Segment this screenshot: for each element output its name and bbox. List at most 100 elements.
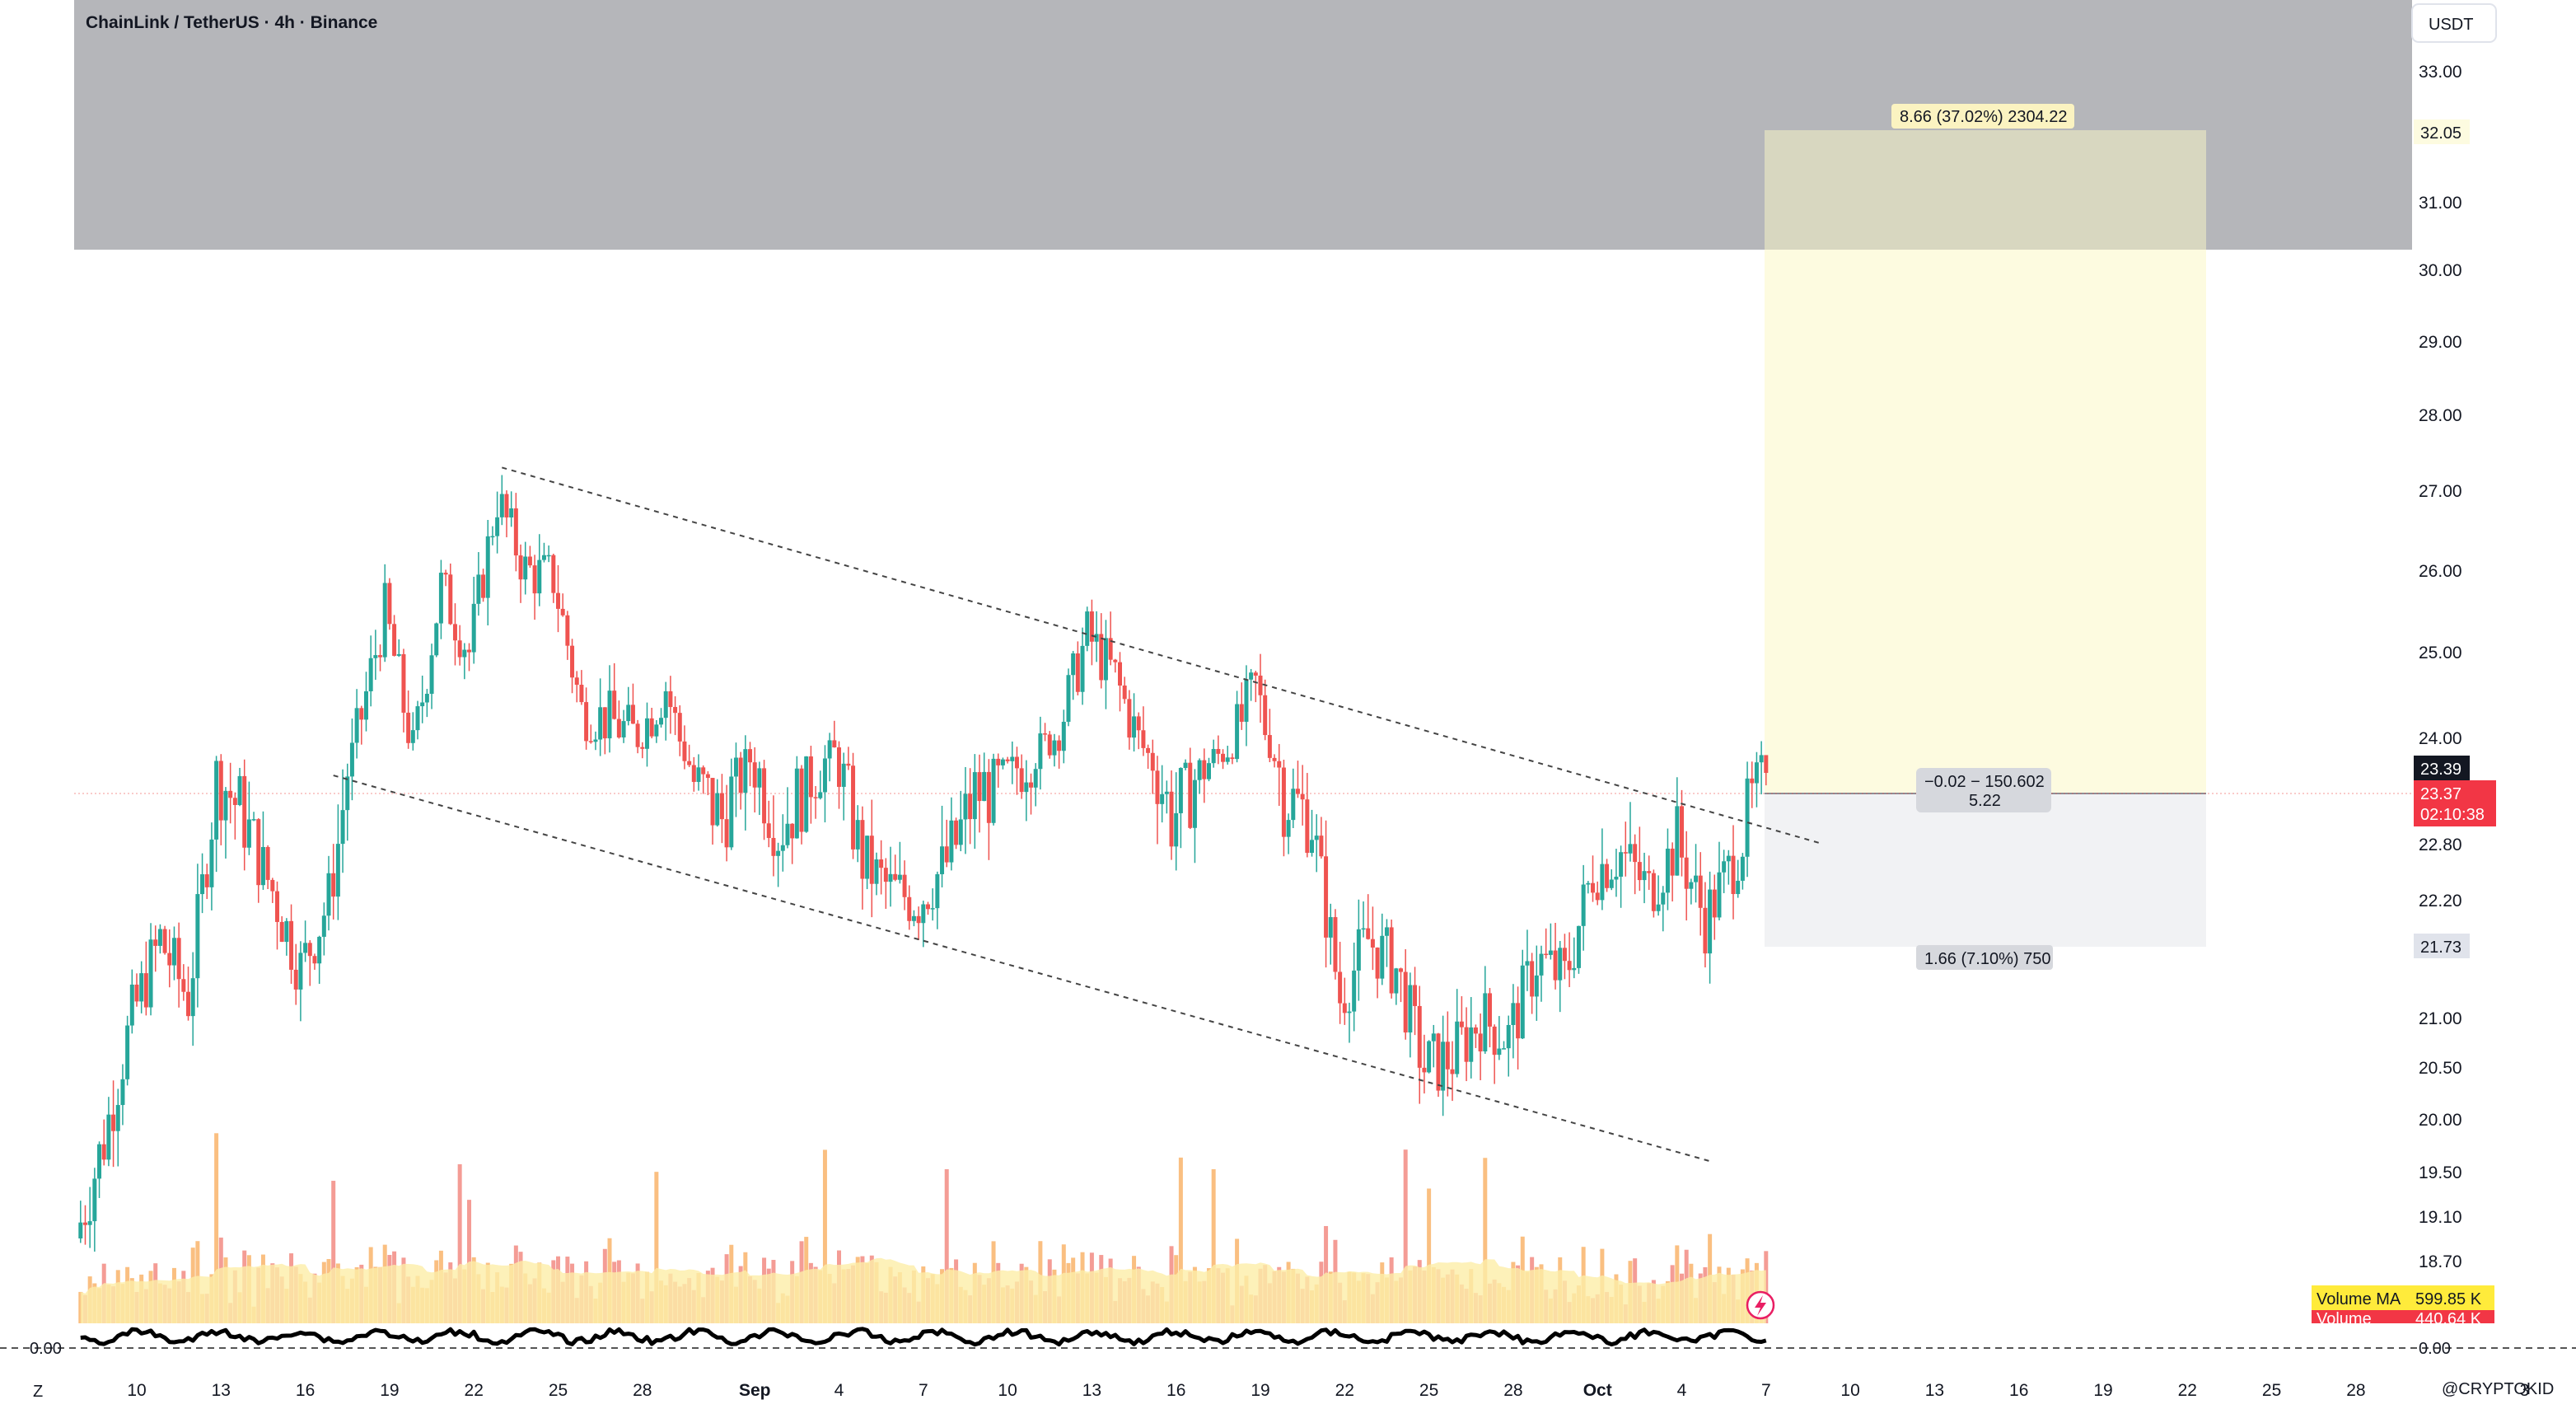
- candle-body: [794, 768, 799, 839]
- candle-body: [1057, 740, 1062, 751]
- candle-body: [396, 653, 401, 656]
- time-tick-label: 28: [1503, 1381, 1522, 1400]
- candle-body: [654, 724, 659, 737]
- candle-body: [1136, 716, 1141, 731]
- candle-body: [195, 894, 200, 979]
- candle-body: [190, 978, 195, 1017]
- target-price-tag: [2414, 119, 2470, 144]
- candle-body: [1539, 953, 1544, 976]
- candle-body: [598, 707, 603, 740]
- candle-body: [1342, 1003, 1347, 1013]
- candle-body: [790, 823, 795, 839]
- candle-body: [406, 712, 411, 743]
- candle-body: [1459, 1021, 1464, 1027]
- candle-body: [991, 758, 996, 823]
- candle-body: [1427, 1041, 1432, 1073]
- volume-ma-label: Volume MA: [2317, 1290, 2401, 1308]
- candle-body: [462, 649, 467, 658]
- candle-body: [762, 768, 767, 824]
- candle-body: [443, 573, 448, 575]
- candle-body: [958, 819, 963, 845]
- candle-body: [879, 859, 884, 868]
- candle-body: [1694, 875, 1699, 882]
- candle-body: [602, 707, 607, 739]
- bottom-left-marker[interactable]: Z: [33, 1383, 43, 1401]
- candle-body: [1745, 778, 1750, 857]
- lower-trendline[interactable]: [333, 775, 1710, 1163]
- time-tick-label: 22: [2178, 1381, 2197, 1400]
- candle-body: [1066, 675, 1071, 722]
- candle-body: [307, 943, 312, 957]
- candle-body: [607, 690, 612, 739]
- candle-body: [1717, 872, 1722, 918]
- price-tick-label: 20.50: [2419, 1059, 2462, 1078]
- candle-body: [1197, 760, 1202, 780]
- candle-body: [963, 793, 968, 820]
- candle-body: [954, 820, 959, 845]
- candle-body: [485, 536, 490, 598]
- candle-body: [752, 762, 757, 788]
- price-tick-label: 24.00: [2419, 729, 2462, 748]
- currency-button[interactable]: [2411, 3, 2497, 43]
- candle-body: [1403, 971, 1408, 1033]
- oscillator-left-value: 0.00: [30, 1340, 62, 1358]
- candle-body: [1436, 1033, 1441, 1091]
- candle-body: [1670, 848, 1675, 876]
- candle-body: [719, 793, 724, 820]
- candle-body: [616, 719, 621, 737]
- candle-body: [1600, 864, 1605, 901]
- candle-body: [1478, 1033, 1483, 1052]
- time-axis[interactable]: 10 13 16 19 22 25 28 Sep 4 7 10 13 16 19 22 25 28 Oct 4 7 10…: [127, 1381, 2529, 1400]
- price-axis[interactable]: 33.00 31.00 30.00 29.00 28.00 27.00 26.00 25.00…: [2419, 63, 2462, 1271]
- candle-body: [687, 761, 692, 765]
- candle-body: [537, 559, 542, 594]
- candle-body: [1244, 679, 1249, 722]
- candle-body: [162, 929, 167, 953]
- candle-body: [560, 608, 565, 616]
- candle-body: [1441, 1042, 1446, 1091]
- time-tick-label: 19: [380, 1381, 399, 1400]
- candle-body: [467, 649, 472, 653]
- candle-body: [359, 708, 364, 720]
- candle-body: [429, 655, 434, 695]
- candle-body: [1019, 768, 1024, 793]
- candle-body: [832, 740, 837, 748]
- candle-body: [1206, 763, 1211, 779]
- candle-body: [705, 774, 710, 779]
- volume-tag: [2312, 1310, 2494, 1323]
- candle-body: [424, 694, 429, 703]
- price-tick-label: 18.70: [2419, 1252, 2462, 1271]
- candle-body: [481, 574, 486, 598]
- stop-zone[interactable]: [1765, 793, 2206, 947]
- candle-body: [345, 776, 350, 811]
- candle-body: [1305, 799, 1310, 854]
- candle-body: [837, 747, 841, 787]
- candle-body: [1352, 970, 1357, 1012]
- candle-body: [883, 868, 888, 882]
- candle-body: [977, 772, 982, 802]
- candle-body: [1726, 855, 1731, 862]
- candle-body: [270, 879, 275, 892]
- candle-body: [556, 592, 560, 609]
- candle-body: [246, 819, 251, 848]
- candle-body: [1394, 968, 1399, 994]
- candle-body: [1572, 967, 1577, 971]
- candle-body: [176, 938, 181, 980]
- stop-info-text: 1.66 (7.10%) 750: [1924, 950, 2050, 968]
- candle-body: [513, 508, 518, 556]
- candle-body: [663, 690, 668, 719]
- price-tick-label: 19.50: [2419, 1163, 2462, 1182]
- candle-body: [200, 874, 205, 895]
- price-tick-label: 29.00: [2419, 333, 2462, 352]
- candle-body: [1469, 1027, 1474, 1062]
- candle-body: [1333, 917, 1338, 972]
- candle-body: [1103, 638, 1108, 681]
- candle-body: [1492, 1026, 1497, 1056]
- upper-trendline[interactable]: [502, 466, 1823, 845]
- candle-body: [214, 761, 219, 840]
- candle-body: [448, 574, 453, 625]
- candle-body: [649, 718, 654, 737]
- candle-body: [410, 730, 415, 743]
- candle-body: [1431, 1033, 1436, 1042]
